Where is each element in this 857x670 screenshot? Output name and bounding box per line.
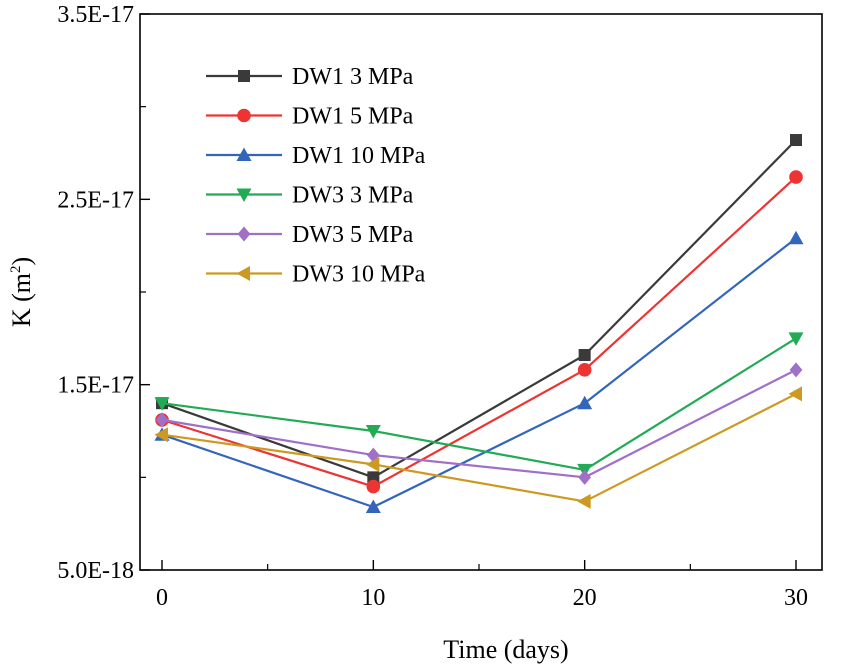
legend-entry-1: DW1 5 MPa <box>206 104 414 130</box>
series-5-point-0 <box>154 427 168 443</box>
y-axis-title-base: K (m <box>7 273 36 327</box>
series-5-point-1 <box>365 456 380 472</box>
series-line-5 <box>161 392 797 503</box>
legend-label-1: DW1 5 MPa <box>292 104 414 130</box>
legend: DW1 3 MPa DW1 5 MPa DW1 10 MPa DW3 3 MPa DW3… <box>206 64 426 288</box>
series-line-1 <box>161 176 797 488</box>
legend-entry-0: DW1 3 MPa <box>206 64 414 90</box>
legend-marker-1 <box>237 108 251 123</box>
legend-marker-3 <box>236 188 252 202</box>
y-tick-label-2: 2.5E-17 <box>57 187 134 213</box>
series-5-point-3 <box>788 386 802 402</box>
series-line-0 <box>161 139 797 479</box>
x-tick-label-0: 0 <box>156 585 168 611</box>
legend-entry-2: DW1 10 MPa <box>206 143 426 169</box>
y-axis-title-superscript: 2 <box>8 266 24 274</box>
y-tick-label-1: 1.5E-17 <box>57 373 134 399</box>
series-2-point-2 <box>577 395 593 410</box>
x-axis-title: Time (days) <box>443 635 568 664</box>
series-line-4 <box>161 368 797 479</box>
series-1-point-1 <box>366 479 381 494</box>
y-axis-title: K (m2) <box>7 257 36 327</box>
series-0-point-2 <box>578 349 591 362</box>
legend-marker-5 <box>236 266 250 281</box>
series-1-point-3 <box>789 170 803 184</box>
series-line-3 <box>161 337 797 472</box>
x-tick-label-30: 30 <box>784 585 808 611</box>
series-2-point-3 <box>788 230 804 245</box>
y-tick-label-0: 5.0E-18 <box>57 558 134 584</box>
plot-area-frame <box>139 13 823 571</box>
series-1 <box>155 170 803 494</box>
x-tick-label-10: 10 <box>361 585 385 611</box>
series-layer <box>154 134 804 513</box>
series-0-point-3 <box>790 134 802 147</box>
series-3-point-3 <box>788 332 804 346</box>
legend-label-3: DW3 3 MPa <box>292 183 414 209</box>
legend-entry-4: DW3 5 MPa <box>206 222 414 248</box>
legend-entry-3: DW3 3 MPa <box>206 183 414 209</box>
legend-label-5: DW3 10 MPa <box>292 262 426 288</box>
series-3-point-1 <box>365 425 381 439</box>
legend-label-2: DW1 10 MPa <box>292 143 426 169</box>
series-4 <box>155 362 803 485</box>
series-5-point-2 <box>577 493 591 509</box>
legend-entry-5: DW3 10 MPa <box>206 262 426 288</box>
series-3-point-0 <box>154 397 170 411</box>
legend-label-4: DW3 5 MPa <box>292 222 414 248</box>
y-axis-title-close: ) <box>7 257 36 266</box>
series-0-point-1 <box>367 471 380 484</box>
legend-marker-4 <box>237 226 251 242</box>
plot-frame-group <box>139 13 823 571</box>
series-4-point-2 <box>578 469 592 485</box>
series-2-point-1 <box>365 499 381 513</box>
series-line-2 <box>161 237 797 509</box>
series-0 <box>156 134 802 484</box>
legend-marker-0 <box>238 70 250 82</box>
series-4-point-0 <box>155 412 169 428</box>
series-4-point-3 <box>789 362 803 378</box>
legend-marker-2 <box>236 147 252 161</box>
axis-ticks: 0 10 20 30 5.0E-18 1.5E-17 2.5E-17 3.5E-17 <box>57 2 808 611</box>
series-3 <box>154 332 804 478</box>
series-1-point-2 <box>577 363 592 377</box>
x-tick-label-20: 20 <box>573 585 597 611</box>
y-tick-label-3: 3.5E-17 <box>57 2 134 28</box>
series-5 <box>154 386 802 509</box>
legend-label-0: DW1 3 MPa <box>292 64 414 90</box>
